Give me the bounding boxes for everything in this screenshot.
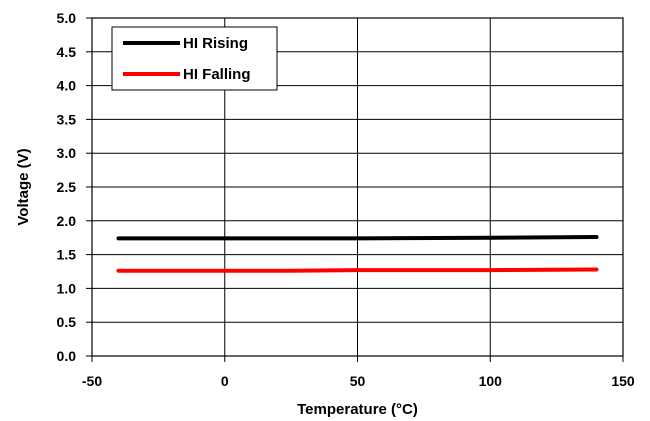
x-tick-label: 100 (479, 373, 503, 389)
y-tick-label: 1.5 (57, 247, 77, 263)
x-tick-label: 150 (611, 373, 635, 389)
y-tick-label: 2.5 (57, 179, 77, 195)
y-axis-title: Voltage (V) (15, 148, 32, 225)
y-tick-label: 4.5 (57, 44, 77, 60)
legend-box (111, 26, 278, 91)
y-tick-label: 0.5 (57, 314, 77, 330)
series-line-hi-rising (116, 235, 599, 241)
y-tick-label: 1.0 (57, 280, 77, 296)
legend: HI Rising HI Falling (111, 26, 278, 91)
y-tick-label: 4.0 (57, 78, 77, 94)
series-layer (116, 235, 599, 273)
y-tick-label: 0.0 (57, 348, 77, 364)
y-tick-label: 5.0 (57, 10, 77, 26)
grid (92, 18, 623, 356)
x-tick-label: -50 (82, 373, 102, 389)
x-axis-title: Temperature (°C) (297, 401, 418, 418)
series-line-hi-falling (116, 267, 599, 273)
legend-label-hi-rising: HI Rising (183, 35, 248, 52)
tick-labels: 0.0 0.5 1.0 1.5 2.0 2.5 3.0 3.5 4.0 4.5 5.0 -50 0 50 1… (57, 10, 635, 389)
y-tick-label: 3.5 (57, 111, 77, 127)
legend-label-hi-falling: HI Falling (183, 66, 251, 83)
x-tick-label: 0 (221, 373, 229, 389)
x-tick-label: 50 (350, 373, 366, 389)
y-tick-label: 2.0 (57, 213, 77, 229)
y-tick-label: 3.0 (57, 145, 77, 161)
